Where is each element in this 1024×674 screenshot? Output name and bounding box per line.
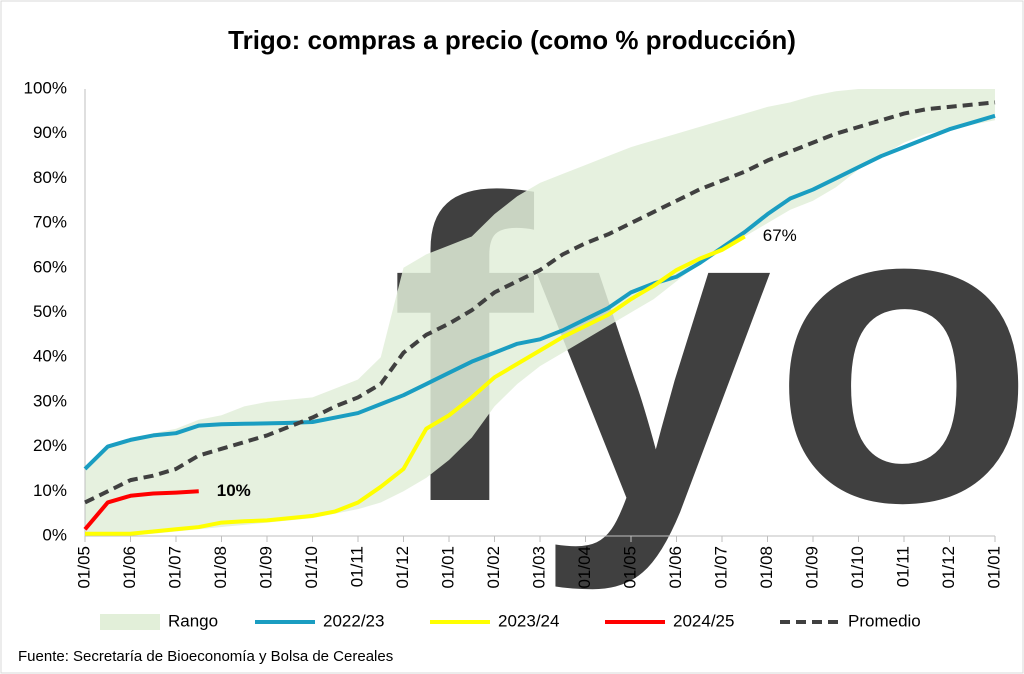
y-tick-label: 20% (33, 436, 67, 455)
y-tick-label: 70% (33, 213, 67, 232)
chart-title: Trigo: compras a precio (como % producci… (228, 25, 796, 55)
x-tick-label: 01/01 (438, 546, 457, 589)
y-tick-label: 50% (33, 302, 67, 321)
line-series (84, 100, 996, 505)
data-label: 67% (763, 226, 797, 245)
legend-label: Promedio (848, 611, 921, 630)
y-tick-label: 80% (33, 168, 67, 187)
x-tick-label: 01/12 (939, 546, 958, 589)
range-area (85, 89, 995, 536)
line-series (85, 234, 746, 536)
x-tick-label: 01/02 (484, 546, 503, 589)
x-tick-label: 01/10 (848, 546, 867, 589)
x-tick-label: 01/05 (74, 546, 93, 589)
line-series (83, 113, 996, 471)
x-tick-label: 01/06 (666, 546, 685, 589)
x-tick-label: 01/09 (256, 546, 275, 589)
x-tick-label: 01/07 (165, 546, 184, 589)
legend-label: 2024/25 (673, 611, 734, 630)
line-series (83, 489, 199, 531)
y-tick-label: 60% (33, 257, 67, 276)
x-tick-label: 01/08 (757, 546, 776, 589)
data-label: 10% (217, 481, 251, 500)
x-tick-label: 01/07 (711, 546, 730, 589)
y-tick-label: 40% (33, 347, 67, 366)
y-tick-label: 10% (33, 481, 67, 500)
x-tick-label: 01/03 (529, 546, 548, 589)
y-tick-label: 90% (33, 123, 67, 142)
y-tick-label: 0% (42, 525, 67, 544)
x-tick-label: 01/06 (120, 546, 139, 589)
x-tick-label: 01/10 (302, 546, 321, 589)
x-tick-label: 01/11 (893, 546, 912, 587)
legend-label: 2023/24 (498, 611, 559, 630)
x-tick-label: 01/12 (393, 546, 412, 589)
legend-label: 2022/23 (323, 611, 384, 630)
legend-swatch (100, 614, 160, 630)
source: Fuente: Secretaría de Bioeconomía y Bols… (18, 648, 393, 665)
x-tick-label: 01/04 (575, 546, 594, 589)
x-tick-label: 01/05 (620, 546, 639, 589)
y-tick-label: 30% (33, 391, 67, 410)
x-tick-label: 01/09 (802, 546, 821, 589)
x-tick-label: 01/11 (347, 546, 366, 587)
x-tick-label: 01/08 (211, 546, 230, 589)
x-tick-label: 01/01 (984, 546, 1003, 589)
legend-label: Rango (168, 611, 218, 630)
y-tick-label: 100% (24, 78, 67, 97)
